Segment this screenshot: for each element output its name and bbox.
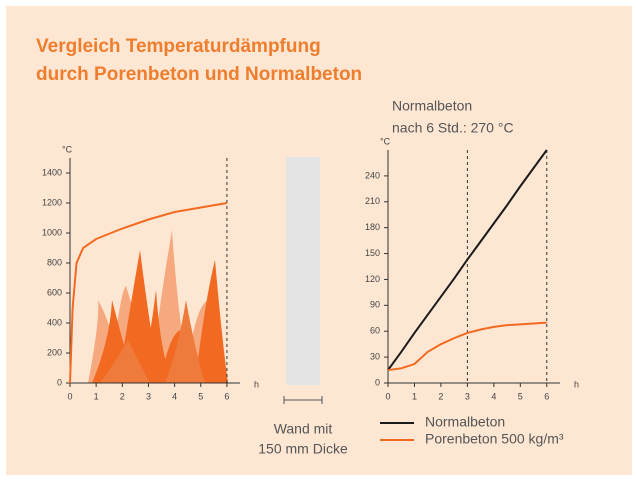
y-tick-label: 600 [47,287,62,297]
y-tick-label: 1400 [42,167,62,177]
x-tick-label: 1 [412,391,417,401]
x-tick-label: 5 [518,391,523,401]
x-tick-label: 2 [438,391,443,401]
y-tick-label: 800 [47,257,62,267]
title-line: Vergleich Temperaturdämpfung [36,36,321,57]
wall [286,157,320,385]
x-tick-label: 6 [544,391,549,401]
y-tick-label: 400 [47,317,62,327]
y-tick-label: 240 [365,170,380,180]
wall-label: 150 mm Dicke [258,441,348,457]
y-tick-label: 1000 [42,227,62,237]
y-axis-label: °C [380,136,391,146]
x-tick-label: 0 [385,391,390,401]
x-axis-label: h [574,379,579,389]
x-tick-label: 4 [172,391,177,401]
x-tick-label: 1 [94,391,99,401]
legend-label: Normalbeton [425,414,505,430]
annotation: nach 6 Std.: 270 °C [392,120,514,136]
y-axis-label: °C [62,144,73,154]
x-tick-label: 2 [120,391,125,401]
x-tick-label: 6 [224,391,229,401]
y-tick-label: 1200 [42,197,62,207]
x-tick-label: 4 [491,391,496,401]
wall-label: Wand mit [274,421,333,437]
y-tick-label: 180 [365,222,380,232]
y-tick-label: 0 [375,377,380,387]
x-tick-label: 0 [67,391,72,401]
y-tick-label: 210 [365,196,380,206]
y-tick-label: 30 [370,351,380,361]
y-tick-label: 200 [47,347,62,357]
infographic: Vergleich Temperaturdämpfung durch Poren… [0,0,638,481]
y-tick-label: 90 [370,300,380,310]
x-axis-label: h [254,379,259,389]
annotation: Normalbeton [392,98,472,114]
x-tick-label: 3 [146,391,151,401]
x-tick-label: 3 [465,391,470,401]
y-tick-label: 150 [365,248,380,258]
x-tick-label: 5 [198,391,203,401]
y-tick-label: 0 [57,377,62,387]
legend-label: Porenbeton 500 kg/m³ [425,431,564,447]
y-tick-label: 120 [365,274,380,284]
y-tick-label: 60 [370,326,380,336]
title-line: durch Porenbeton und Normalbeton [36,64,362,85]
